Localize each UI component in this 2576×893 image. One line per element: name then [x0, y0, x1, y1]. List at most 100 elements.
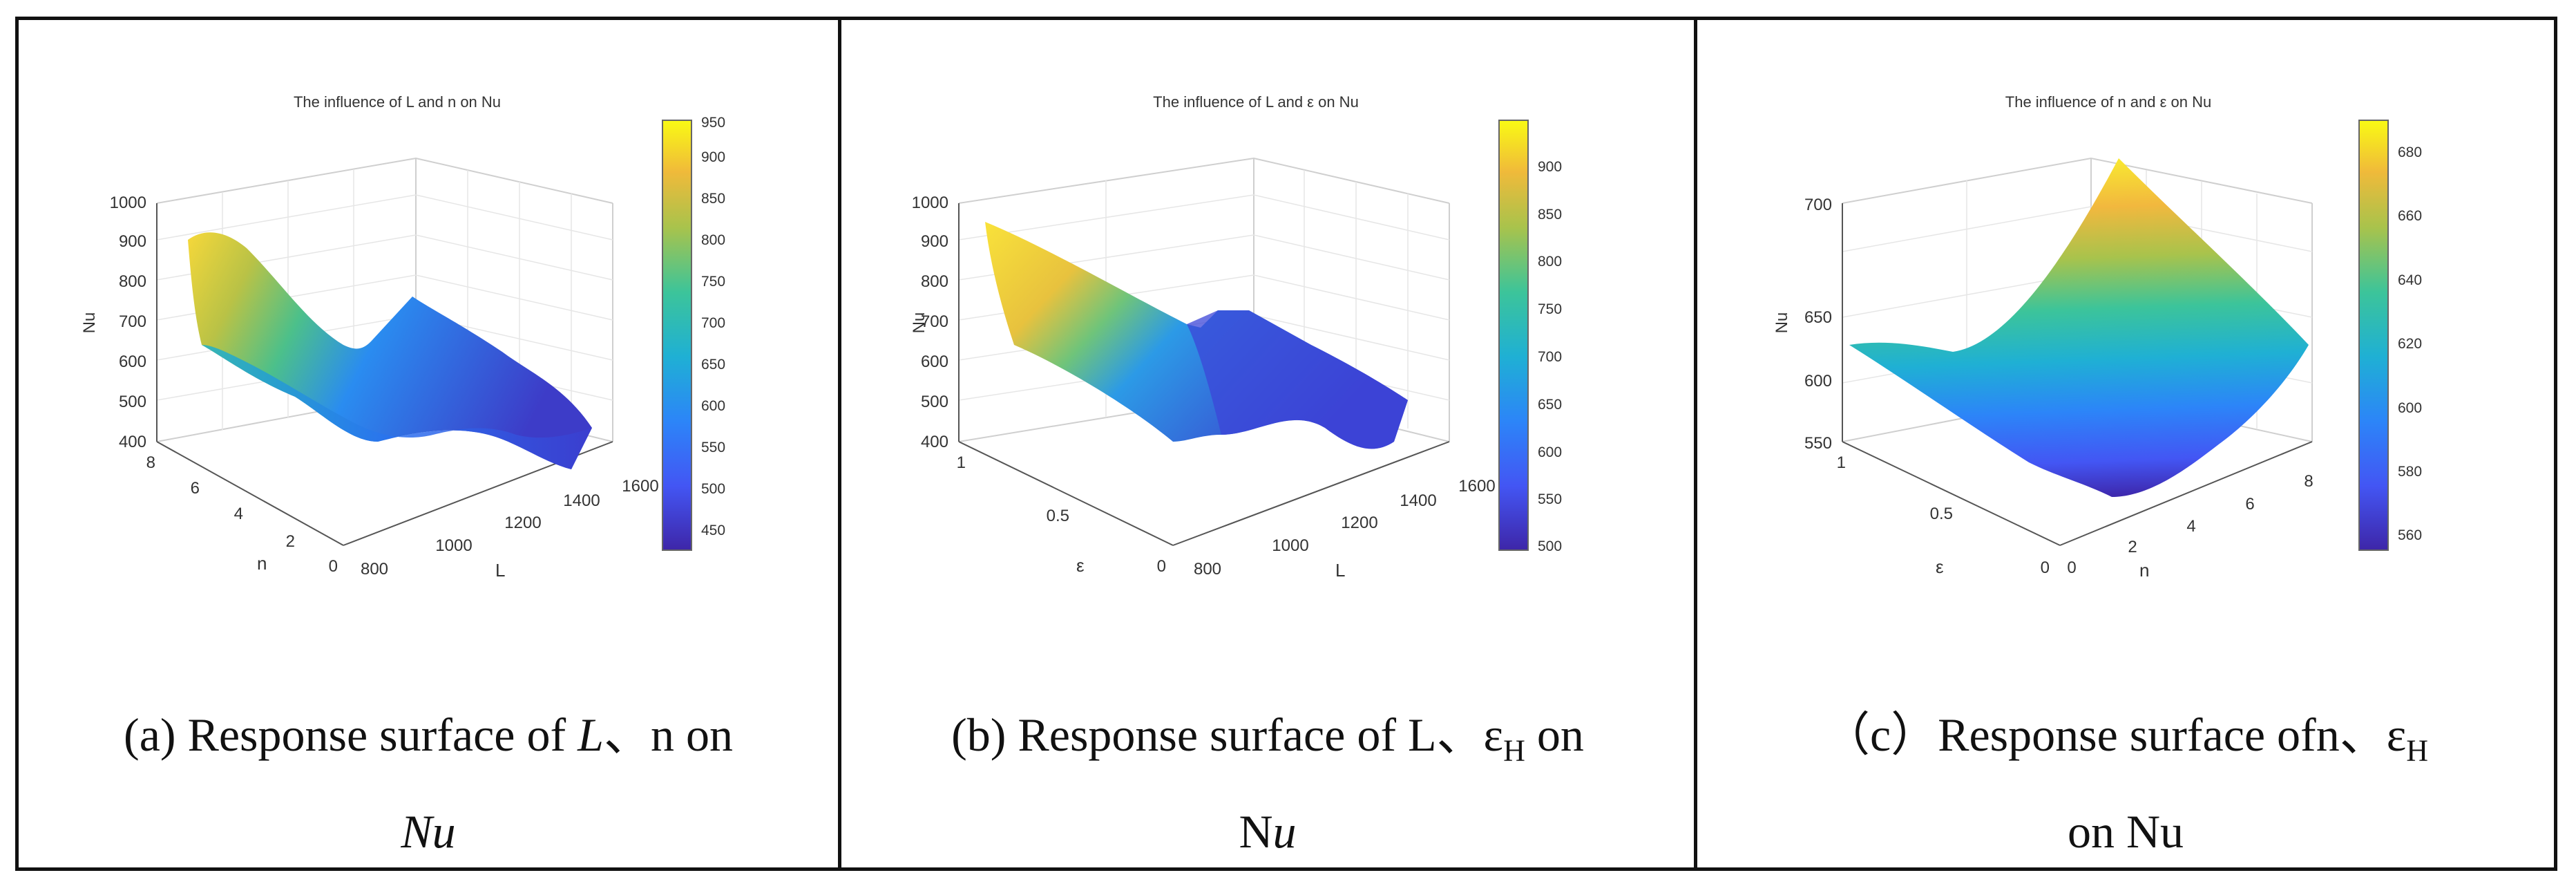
chart-b-colorbar-tick: 500 — [1538, 538, 1562, 554]
panel-b: The influence of L and ε on Nu 400 — [841, 20, 1694, 867]
chart-a-xlabel: L — [495, 560, 505, 581]
chart-a-colorbar-tick: 950 — [701, 115, 725, 131]
chart-a-x-tick: 1000 — [435, 536, 472, 555]
panel-c: The influence of n and ε on Nu 550 600 6… — [1697, 20, 2554, 867]
chart-c-y-tick: 0 — [2041, 558, 2050, 577]
chart-b-x-tick: 1600 — [1458, 477, 1495, 496]
chart-a-colorbar-tick: 650 — [701, 357, 725, 373]
chart-b-z-tick: 500 — [921, 393, 948, 411]
chart-a-colorbar-ticks: 450 500 550 600 650 700 750 800 850 900 … — [701, 115, 725, 538]
chart-b-z-tick: 800 — [921, 272, 948, 291]
chart-b-z-tick: 900 — [921, 232, 948, 251]
chart-b-z-tick: 700 — [921, 312, 948, 331]
caption-b-line1: (b) Response surface of L、εH on — [951, 708, 1584, 768]
figure-frame — [15, 17, 2557, 871]
chart-c-y-tick: 1 — [1837, 453, 1846, 472]
chart-b-x-tick: 800 — [1194, 560, 1221, 579]
caption-b-line2: Nu — [1239, 805, 1297, 858]
panel-divider-2 — [1694, 17, 1697, 871]
chart-c-z-ticks: 550 600 650 700 — [1804, 196, 1832, 453]
chart-a-z-tick: 700 — [119, 312, 146, 331]
chart-b-z-tick: 600 — [921, 352, 948, 371]
chart-a-z-tick: 1000 — [110, 194, 146, 212]
chart-a-x-tick: 1600 — [622, 477, 658, 496]
chart-c-z-tick: 550 — [1804, 434, 1832, 453]
chart-c-y-tick: 0.5 — [1930, 505, 1953, 523]
chart-b-colorbar-tick: 850 — [1538, 207, 1562, 223]
chart-b: The influence of L and ε on Nu 400 — [910, 93, 1562, 581]
chart-b-colorbar-tick: 700 — [1538, 349, 1562, 365]
chart-b-surface-shadow — [1187, 310, 1408, 449]
chart-a-title: The influence of L and n on Nu — [294, 93, 501, 111]
chart-c-x-tick: 4 — [2186, 517, 2195, 536]
chart-a-y-tick: 2 — [286, 532, 295, 551]
caption-a-line1: (a) Response surface of L、n on — [124, 708, 733, 761]
chart-c-colorbar-tick: 580 — [2398, 464, 2422, 480]
chart-c-x-tick: 0 — [2067, 558, 2076, 577]
chart-a-colorbar — [662, 120, 692, 551]
chart-a-y-tick: 4 — [234, 505, 243, 523]
chart-c-colorbar-tick: 560 — [2398, 527, 2422, 543]
chart-b-colorbar-tick: 650 — [1538, 397, 1562, 413]
chart-a-z-ticks: 400 500 600 700 800 900 1000 — [110, 194, 146, 451]
chart-c-title: The influence of n and ε on Nu — [2005, 93, 2211, 111]
chart-a-y-ticks: 0 2 4 6 8 — [146, 453, 338, 576]
chart-b-colorbar-tick: 600 — [1538, 444, 1562, 460]
chart-a-colorbar-tick: 800 — [701, 232, 725, 248]
chart-a-colorbar-tick: 850 — [701, 191, 725, 207]
chart-b-y-tick: 0.5 — [1047, 507, 1069, 525]
chart-b-z-tick: 400 — [921, 433, 948, 451]
chart-c: The influence of n and ε on Nu 550 600 6… — [1773, 93, 2422, 581]
chart-c-y-ticks: 0 0.5 1 — [1837, 453, 2050, 577]
chart-b-colorbar-tick: 550 — [1538, 491, 1562, 507]
chart-a-colorbar-tick: 750 — [701, 274, 725, 290]
chart-a-colorbar-tick: 900 — [701, 149, 725, 165]
chart-c-z-tick: 600 — [1804, 372, 1832, 391]
chart-b-y-tick: 0 — [1157, 557, 1166, 576]
chart-c-x-ticks: 0 2 4 6 8 — [2067, 472, 2313, 577]
chart-a-x-ticks: 800 1000 1200 1400 1600 — [361, 477, 659, 579]
chart-b-title: The influence of L and ε on Nu — [1153, 93, 1359, 111]
chart-b-y-ticks: 0 0.5 1 — [957, 453, 1166, 576]
chart-b-xlabel: L — [1335, 560, 1345, 581]
chart-c-colorbar-ticks: 560 580 600 620 640 660 680 — [2398, 144, 2422, 543]
chart-b-z-ticks: 400 500 600 700 800 900 1000 — [912, 194, 948, 451]
chart-b-colorbar-tick: 800 — [1538, 254, 1562, 270]
chart-c-ylabel: ε — [1936, 556, 1944, 577]
panel-divider-1 — [838, 17, 841, 871]
chart-c-colorbar-tick: 680 — [2398, 144, 2422, 160]
chart-b-colorbar-tick: 900 — [1538, 159, 1562, 175]
chart-a-colorbar-tick: 700 — [701, 315, 725, 331]
chart-c-zlabel: Nu — [1773, 312, 1791, 334]
chart-b-ylabel: ε — [1076, 555, 1085, 576]
chart-a-colorbar-tick: 450 — [701, 523, 725, 538]
chart-a-y-tick: 0 — [329, 557, 338, 576]
chart-c-colorbar-tick: 600 — [2398, 400, 2422, 416]
chart-c-colorbar-tick: 660 — [2398, 208, 2422, 224]
chart-a-z-tick: 400 — [119, 433, 146, 451]
chart-c-z-tick: 650 — [1804, 308, 1832, 327]
chart-b-axes — [958, 203, 1450, 546]
chart-a-surface-front — [202, 345, 592, 469]
panel-a: The influence of L and n on Nu — [19, 20, 838, 867]
chart-c-x-tick: 8 — [2304, 472, 2313, 491]
chart-a-ylabel: n — [257, 553, 267, 574]
chart-a-y-tick: 8 — [146, 453, 155, 472]
chart-c-colorbar — [2358, 120, 2389, 551]
chart-a-z-tick: 900 — [119, 232, 146, 251]
chart-a-z-tick: 800 — [119, 272, 146, 291]
chart-b-y-tick: 1 — [957, 453, 966, 472]
caption-a-line2: Nu — [401, 805, 456, 858]
chart-b-x-ticks: 800 1000 1200 1400 1600 — [1194, 477, 1496, 579]
chart-a-z-tick: 500 — [119, 393, 146, 411]
chart-c-z-tick: 700 — [1804, 196, 1832, 214]
chart-a: The influence of L and n on Nu — [80, 93, 725, 581]
chart-b-colorbar-ticks: 500 550 600 650 700 750 800 850 900 — [1538, 159, 1562, 554]
chart-a-x-tick: 1200 — [504, 514, 541, 532]
chart-c-xlabel: n — [2139, 560, 2149, 581]
chart-a-colorbar-tick: 600 — [701, 398, 725, 414]
chart-c-surface — [1849, 158, 2309, 497]
chart-b-colorbar-tick: 750 — [1538, 301, 1562, 317]
chart-a-z-tick: 600 — [119, 352, 146, 371]
chart-a-x-tick: 800 — [361, 560, 388, 579]
